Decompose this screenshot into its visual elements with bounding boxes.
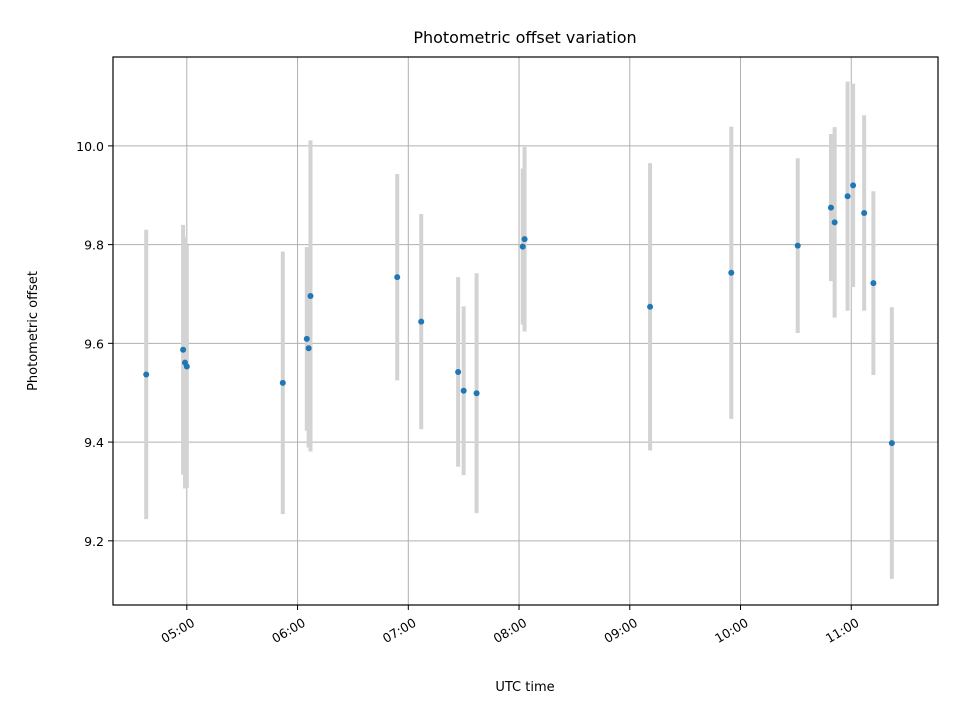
plot-frame — [112, 56, 939, 606]
data-point — [728, 269, 735, 276]
y-tick-label: 9.4 — [84, 435, 104, 450]
x-tick-label: 09:00 — [601, 615, 640, 646]
x-axis-label: UTC time — [495, 680, 554, 695]
y-tick-label: 9.6 — [84, 336, 104, 351]
grid — [113, 57, 938, 605]
data-point — [521, 236, 528, 243]
y-axis-label: Photometric offset — [26, 271, 41, 391]
data-point — [305, 345, 312, 352]
y-tick-label: 10.0 — [76, 139, 104, 154]
y-axis-ticks: 9.2 9.4 9.6 9.8 10.0 — [76, 139, 113, 549]
x-tick-label: 10:00 — [712, 615, 751, 646]
chart-title: Photometric offset variation — [413, 28, 636, 47]
data-point — [827, 204, 834, 211]
data-point — [861, 210, 868, 217]
data-point — [394, 274, 401, 281]
data-point — [183, 363, 190, 370]
y-tick-label: 9.8 — [84, 238, 104, 253]
data-point — [143, 371, 150, 378]
data-point — [455, 368, 462, 375]
data-point — [794, 242, 801, 249]
data-point — [850, 182, 857, 189]
x-tick-label: 07:00 — [380, 615, 419, 646]
data-point — [303, 335, 310, 342]
data-point — [473, 390, 480, 397]
x-tick-label: 11:00 — [823, 615, 862, 646]
x-tick-label: 06:00 — [269, 615, 308, 646]
y-tick-label: 9.2 — [84, 534, 104, 549]
data-points — [143, 182, 895, 447]
data-point — [647, 303, 654, 310]
data-point — [844, 193, 851, 200]
x-tick-label: 05:00 — [158, 615, 197, 646]
data-point — [870, 280, 877, 287]
data-point — [460, 387, 467, 394]
data-point — [888, 440, 895, 447]
data-point — [831, 219, 838, 226]
x-tick-label: 08:00 — [491, 615, 530, 646]
data-point — [180, 346, 187, 353]
x-axis-ticks: 05:00 06:00 07:00 08:00 09:00 10:00 11:00 — [158, 605, 862, 646]
data-point — [519, 243, 526, 250]
data-point — [418, 318, 425, 325]
data-point — [307, 292, 314, 299]
data-point — [279, 379, 286, 386]
